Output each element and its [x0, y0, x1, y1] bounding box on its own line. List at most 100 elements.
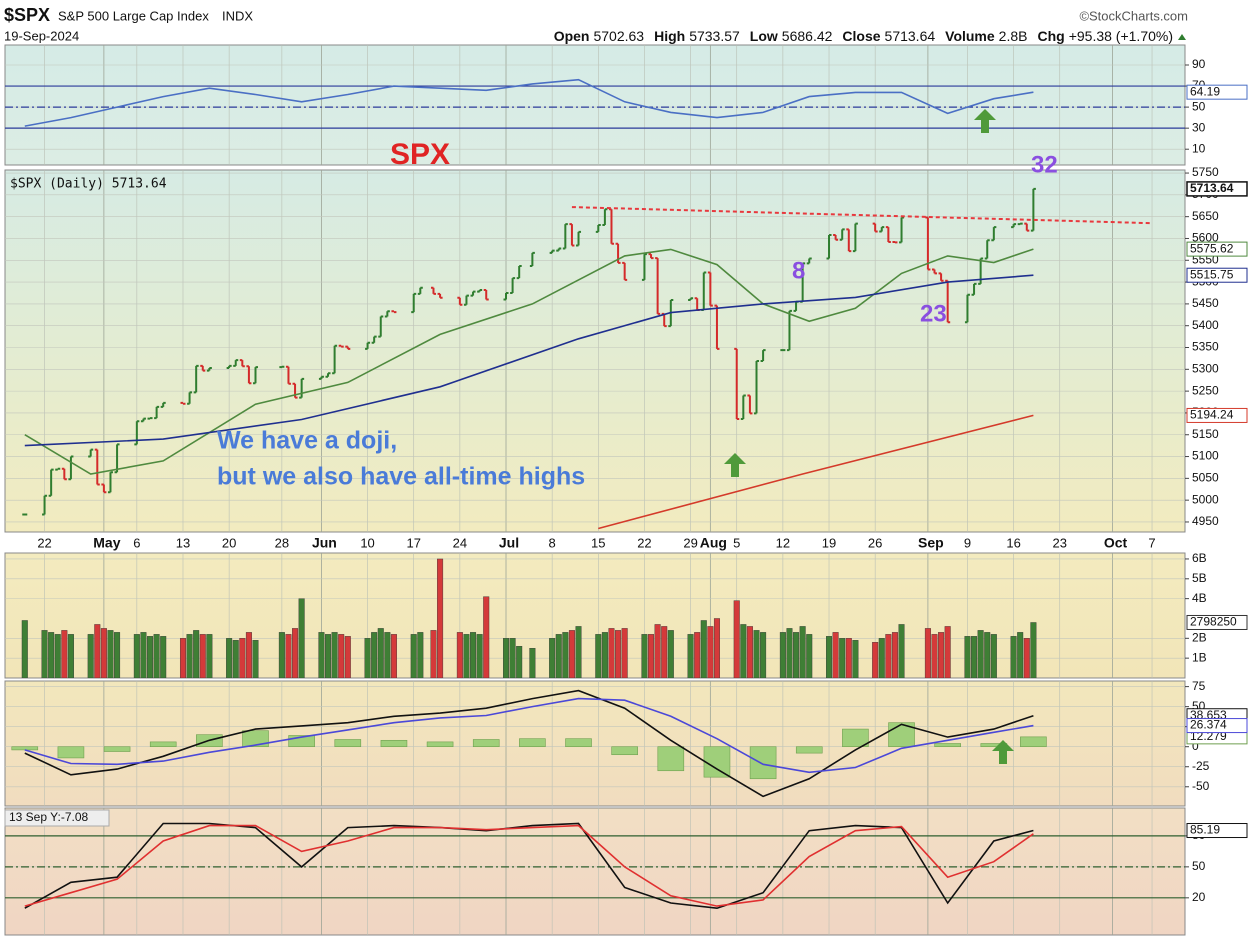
volume-bar	[779, 632, 786, 678]
volume-bar	[476, 634, 483, 678]
histogram-bar	[795, 746, 823, 754]
volume-bar	[984, 632, 991, 678]
price-bar	[1024, 222, 1030, 232]
volume-bar	[186, 634, 193, 678]
series-line	[24, 697, 1034, 774]
histogram-bar	[57, 746, 85, 759]
price-bar	[516, 264, 522, 280]
volume-bar	[285, 634, 292, 678]
x-tick-label: 15	[591, 535, 605, 550]
symbol: $SPX	[4, 5, 50, 25]
volume-bar	[100, 628, 107, 678]
x-tick-label: 5	[733, 535, 740, 550]
plot-layer: 22 6 13 20 28 10 17 24 8 15 22 29 5 12 19 26 9 16 23 7 May Ju…	[4, 44, 1248, 936]
panel	[5, 808, 1185, 935]
histogram-bar	[242, 730, 269, 748]
volume-bar	[806, 634, 813, 678]
last-value-box	[1186, 181, 1248, 197]
volume-bar	[760, 632, 767, 678]
price-bar	[384, 310, 390, 318]
volume-bar	[1010, 636, 1017, 678]
y-tick-label: 30	[1192, 120, 1206, 134]
last-value-label: 5713.64	[1190, 181, 1234, 195]
series-line	[24, 248, 1034, 475]
date: 19-Sep-2024	[4, 28, 79, 43]
price-bar	[852, 222, 858, 253]
price-bar	[549, 249, 555, 254]
volume-bar	[667, 630, 674, 678]
y-tick-label: 2B	[1192, 630, 1207, 644]
volume-bar	[41, 630, 48, 678]
volume-bar	[826, 636, 833, 678]
volume-bar	[944, 626, 951, 678]
price-bar	[622, 261, 628, 281]
last-value-label: 26.374	[1190, 718, 1227, 732]
y-tick-label: 5750	[1192, 165, 1219, 179]
quote-value: 5702.63	[593, 28, 644, 44]
last-value-label: 2798250	[1190, 615, 1237, 629]
volume-bar	[687, 634, 694, 678]
x-tick-label: 20	[222, 535, 236, 550]
quote-label: Low	[750, 28, 778, 44]
x-tick-label: 16	[1006, 535, 1020, 550]
quote-value: +95.38 (+1.70%)	[1069, 28, 1173, 44]
panel-background	[4, 44, 1186, 166]
price-bar	[648, 253, 654, 260]
volume-bar	[199, 634, 206, 678]
price-bar	[246, 365, 252, 385]
histogram-bar	[703, 746, 731, 778]
price-bar	[233, 359, 239, 367]
volume-bar	[516, 646, 523, 678]
volume-bar	[990, 634, 997, 678]
annotation: 8	[792, 257, 805, 284]
series-line	[24, 274, 1034, 447]
volume-bar	[562, 632, 569, 678]
y-tick-label: 5100	[1192, 449, 1219, 463]
price-bar	[200, 364, 206, 372]
y-tick-label: 1B	[1192, 650, 1207, 664]
volume-bar	[325, 634, 332, 678]
histogram-bar	[334, 739, 362, 748]
x-month-label: Aug	[700, 535, 727, 551]
y-tick-label: 0	[1192, 739, 1199, 753]
volume-bar	[470, 632, 477, 678]
volume-bar	[971, 636, 978, 678]
volume-bar	[226, 638, 233, 678]
price-bar	[984, 239, 990, 260]
x-tick-label: 28	[275, 535, 289, 550]
y-tick-label: 5150	[1192, 427, 1219, 441]
x-tick-label: 22	[37, 535, 51, 550]
price-bar	[734, 347, 740, 421]
price-bar	[754, 360, 760, 415]
price-bar	[345, 345, 351, 350]
volume-bar	[133, 634, 140, 678]
volume-bar	[94, 624, 101, 678]
series-line	[598, 414, 1034, 530]
volume-bar	[924, 628, 931, 678]
price-bar	[826, 233, 832, 260]
x-month-label: Jul	[499, 535, 519, 551]
price-bar	[714, 304, 720, 350]
series-line	[24, 78, 1034, 127]
last-value-label: 5515.75	[1190, 267, 1234, 281]
volume-bar	[740, 624, 747, 678]
price-bar	[68, 455, 74, 481]
price-bar	[187, 391, 193, 405]
price-bar	[477, 288, 483, 293]
price-bar	[879, 226, 885, 233]
volume-bar	[417, 632, 424, 678]
price-bar	[964, 293, 970, 324]
price-bar	[325, 372, 331, 378]
quote-label: Volume	[945, 28, 995, 44]
panel	[5, 681, 1185, 806]
price-bar	[457, 296, 463, 306]
volume-bar	[568, 630, 575, 678]
quote-label: High	[654, 28, 685, 44]
price-bar	[1030, 187, 1036, 232]
arrow	[724, 453, 746, 477]
price-bar	[688, 297, 694, 301]
y-tick-label: 75	[1192, 679, 1206, 693]
x-tick-label: 23	[1053, 535, 1067, 550]
change-arrow	[1178, 34, 1186, 40]
last-value-box	[1186, 241, 1248, 257]
